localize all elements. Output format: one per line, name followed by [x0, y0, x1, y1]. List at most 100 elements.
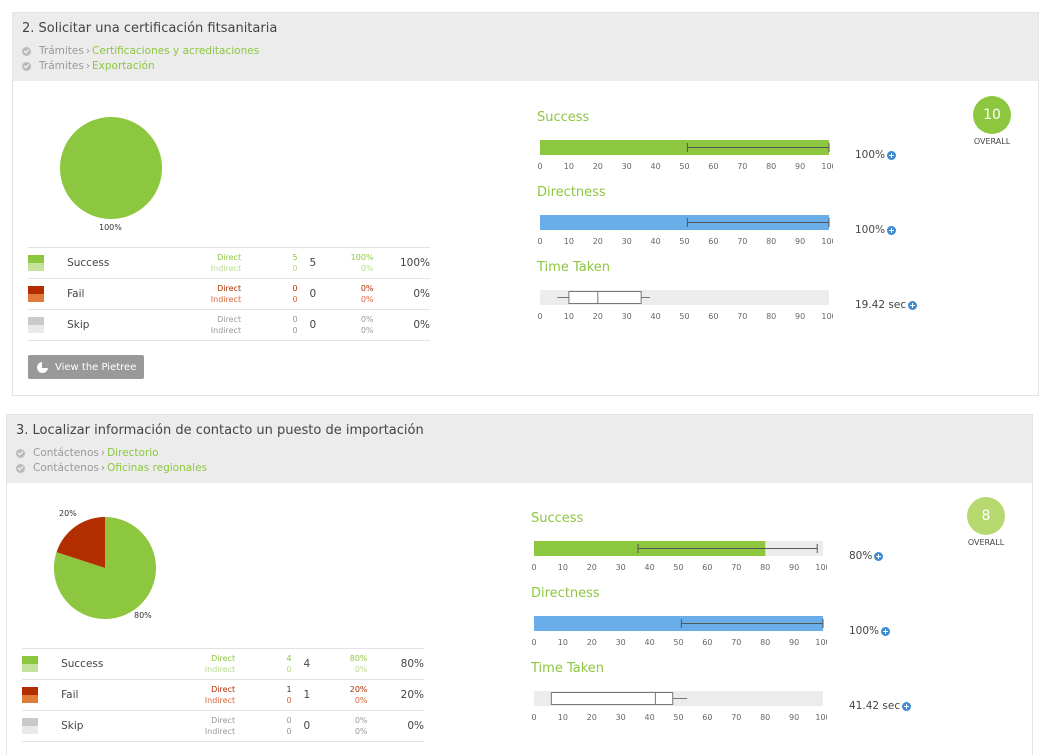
direct-count: 0: [292, 284, 298, 293]
axis-tick-label: 20: [593, 312, 603, 321]
axis-tick-label: 90: [789, 638, 799, 647]
success-bar-chart: 0 10 20 30 40 50 60 70 80 90 100: [531, 541, 827, 572]
indirect-label: Indirect: [210, 326, 242, 335]
directness-value: 100%: [849, 625, 891, 637]
axis-tick-label: 100: [821, 237, 833, 246]
path-leaf[interactable]: Certificaciones y acreditaciones: [92, 45, 260, 57]
table-row: Skip Direct Indirect 0 0 0 0% 0% 0%: [28, 309, 430, 341]
indirect-count: 0: [286, 696, 292, 705]
task-header: 3. Localizar información de contacto un …: [7, 415, 1032, 483]
directness-value-text: 100%: [855, 224, 886, 236]
success-value-text: 100%: [855, 149, 886, 161]
results-table: Success Direct Indirect 4 0 4 80% 0% 80% Fa…: [22, 648, 424, 742]
row-label: Skip: [61, 720, 84, 732]
direct-pct: 0%: [360, 284, 374, 293]
pie-chart: [53, 516, 157, 624]
path-parent: Contáctenos: [33, 462, 99, 474]
axis-tick-label: 100: [815, 638, 827, 647]
correct-path: Contáctenos › Oficinas regionales: [16, 461, 1023, 476]
indirect-label: Indirect: [210, 264, 242, 273]
pie-svg: [60, 117, 162, 219]
axis-tick-label: 40: [645, 563, 655, 572]
pie-label-success: 80%: [134, 611, 152, 620]
total-count: 5: [309, 257, 317, 269]
directness-value-text: 100%: [849, 625, 880, 637]
pie-chart: [59, 116, 163, 224]
axis-tick-label: 30: [616, 563, 626, 572]
plus-circle-icon[interactable]: [887, 150, 897, 160]
direct-label: Direct: [211, 716, 236, 725]
axis-tick-label: 0: [531, 563, 536, 572]
axis-tick-label: 80: [766, 162, 776, 171]
plus-circle-icon[interactable]: [881, 626, 891, 636]
total-count: 1: [303, 689, 311, 701]
swatch-success: [28, 255, 44, 271]
indirect-count: 0: [286, 665, 292, 674]
axis-tick-label: 50: [673, 563, 683, 572]
plus-circle-icon[interactable]: [908, 300, 918, 310]
directness-title: Directness: [531, 586, 600, 601]
path-leaf[interactable]: Oficinas regionales: [107, 462, 208, 474]
axis-tick-label: 20: [587, 638, 597, 647]
axis-tick-label: 100: [821, 162, 833, 171]
table-row: Skip Direct Indirect 0 0 0 0% 0% 0%: [22, 710, 424, 742]
direct-pct: 0%: [360, 315, 374, 324]
axis-tick-label: 90: [795, 312, 805, 321]
axis-tick-label: 0: [531, 638, 536, 647]
axis-tick-label: 30: [622, 237, 632, 246]
axis-tick-label: 90: [789, 713, 799, 722]
check-icon: [22, 62, 31, 71]
axis-tick-label: 80: [760, 638, 770, 647]
overall-score-circle: 8: [967, 497, 1005, 535]
pie-slice-success: [53, 517, 156, 619]
total-count: 0: [309, 319, 317, 331]
axis-tick-label: 70: [737, 237, 747, 246]
axis-tick-label: 70: [731, 563, 741, 572]
direct-count: 0: [292, 315, 298, 324]
task-card: 3. Localizar información de contacto un …: [6, 414, 1033, 755]
path-leaf[interactable]: Directorio: [107, 447, 159, 459]
indirect-label: Indirect: [210, 295, 242, 304]
directness-bar-chart: 0 10 20 30 40 50 60 70 80 90 100: [537, 215, 833, 246]
view-pietree-button[interactable]: View the Pietree: [28, 355, 144, 379]
axis-tick-label: 30: [616, 713, 626, 722]
axis-tick-label: 0: [537, 162, 542, 171]
plus-circle-icon[interactable]: [902, 701, 912, 711]
axis-tick-label: 40: [645, 713, 655, 722]
direct-count: 0: [286, 716, 292, 725]
indirect-pct: 0%: [354, 665, 368, 674]
table-row: Success Direct Indirect 5 0 5 100% 0% 100%: [28, 247, 430, 279]
plus-circle-icon[interactable]: [874, 551, 884, 561]
directness-title: Directness: [537, 185, 606, 200]
bar-fill: [540, 140, 829, 155]
row-label: Success: [61, 658, 104, 670]
axis-tick-label: 10: [564, 312, 574, 321]
table-row: Fail Direct Indirect 1 0 1 20% 0% 20%: [22, 679, 424, 711]
table-row: Success Direct Indirect 4 0 4 80% 0% 80%: [22, 648, 424, 680]
axis-tick-label: 20: [587, 713, 597, 722]
direct-pct: 0%: [354, 716, 368, 725]
time-taken-box-chart: 0 10 20 30 40 50 60 70 80 90 100: [537, 290, 833, 321]
pie-slice-fail: [56, 517, 105, 568]
path-parent: Contáctenos: [33, 447, 99, 459]
directness-value: 100%: [855, 224, 897, 236]
task-header: 2. Solicitar una certificación fitsanita…: [13, 13, 1038, 81]
axis-tick-label: 60: [702, 563, 712, 572]
axis-tick-label: 0: [537, 237, 542, 246]
axis-tick-label: 30: [616, 638, 626, 647]
axis-tick-label: 90: [789, 563, 799, 572]
pie-svg: [53, 517, 156, 619]
time-taken-value: 19.42 sec: [855, 299, 918, 311]
plus-circle-icon[interactable]: [887, 225, 897, 235]
row-label: Success: [67, 257, 110, 269]
correct-path: Contáctenos › Directorio: [16, 446, 1023, 461]
swatch-success: [22, 656, 38, 672]
axis-tick-label: 20: [593, 162, 603, 171]
row-label: Skip: [67, 319, 90, 331]
indirect-count: 0: [286, 727, 292, 736]
direct-pct: 100%: [350, 253, 374, 262]
path-leaf[interactable]: Exportación: [92, 60, 155, 72]
indirect-label: Indirect: [204, 727, 236, 736]
axis-tick-label: 50: [679, 237, 689, 246]
